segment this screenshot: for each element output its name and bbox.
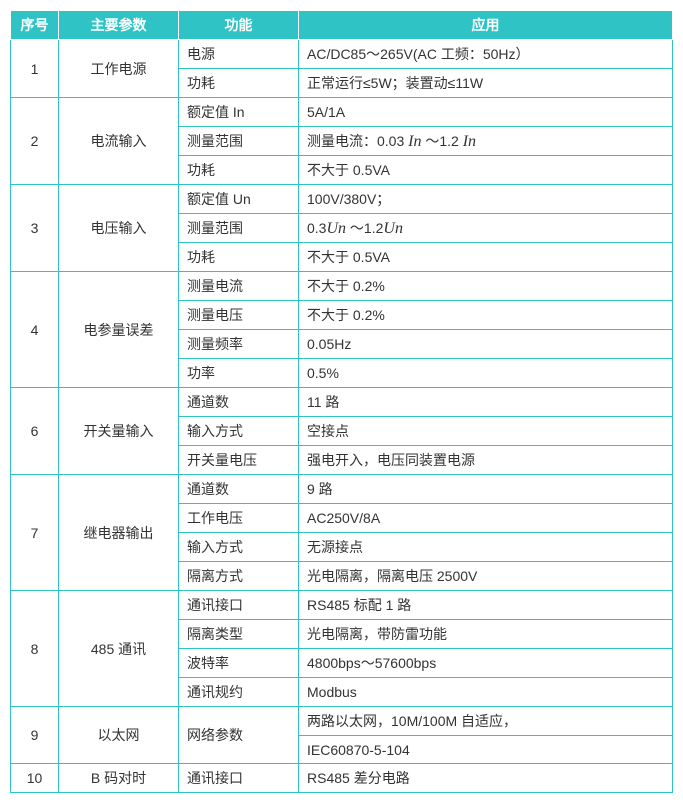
- func-cell: 输入方式: [179, 417, 299, 446]
- func-cell: 通讯接口: [179, 591, 299, 620]
- app-cell: RS485 标配 1 路: [299, 591, 673, 620]
- func-cell: 隔离方式: [179, 562, 299, 591]
- param-cell: B 码对时: [59, 764, 179, 793]
- app-cell: 光电隔离，隔离电压 2500V: [299, 562, 673, 591]
- table-row: 1工作电源电源AC/DC85～265V(AC 工频：50Hz）: [11, 40, 673, 69]
- func-cell: 通讯接口: [179, 764, 299, 793]
- app-cell: 正常运行≤5W；装置动≤11W: [299, 69, 673, 98]
- idx-cell: 7: [11, 475, 59, 591]
- table-row: 9以太网网络参数两路以太网，10M/100M 自适应，: [11, 707, 673, 736]
- func-cell: 开关量电压: [179, 446, 299, 475]
- app-cell: 0.3Un ～1.2Un: [299, 214, 673, 243]
- table-row: 10B 码对时通讯接口RS485 差分电路: [11, 764, 673, 793]
- param-cell: 485 通讯: [59, 591, 179, 707]
- func-cell: 输入方式: [179, 533, 299, 562]
- func-cell: 工作电压: [179, 504, 299, 533]
- func-cell: 波特率: [179, 649, 299, 678]
- param-cell: 以太网: [59, 707, 179, 764]
- app-cell: 不大于 0.2%: [299, 301, 673, 330]
- app-cell: 无源接点: [299, 533, 673, 562]
- app-cell: Modbus: [299, 678, 673, 707]
- app-cell: 100V/380V；: [299, 185, 673, 214]
- app-cell: 测量电流：0.03 In ～1.2 In: [299, 127, 673, 156]
- func-cell: 测量电压: [179, 301, 299, 330]
- func-cell: 隔离类型: [179, 620, 299, 649]
- table-body: 1工作电源电源AC/DC85～265V(AC 工频：50Hz）功耗正常运行≤5W…: [11, 40, 673, 793]
- idx-cell: 1: [11, 40, 59, 98]
- param-cell: 继电器输出: [59, 475, 179, 591]
- table-row: 4电参量误差测量电流不大于 0.2%: [11, 272, 673, 301]
- app-cell: 0.5%: [299, 359, 673, 388]
- func-cell: 通讯规约: [179, 678, 299, 707]
- param-cell: 工作电源: [59, 40, 179, 98]
- table-row: 2电流输入额定值 In5A/1A: [11, 98, 673, 127]
- param-cell: 电参量误差: [59, 272, 179, 388]
- func-cell: 功耗: [179, 156, 299, 185]
- idx-cell: 6: [11, 388, 59, 475]
- idx-cell: 9: [11, 707, 59, 764]
- param-cell: 电压输入: [59, 185, 179, 272]
- header-param: 主要参数: [59, 11, 179, 40]
- func-cell: 额定值 In: [179, 98, 299, 127]
- func-cell: 额定值 Un: [179, 185, 299, 214]
- app-cell: 光电隔离，带防雷功能: [299, 620, 673, 649]
- app-cell: 11 路: [299, 388, 673, 417]
- app-cell: 9 路: [299, 475, 673, 504]
- header-func: 功能: [179, 11, 299, 40]
- func-cell: 功耗: [179, 243, 299, 272]
- app-cell: AC250V/8A: [299, 504, 673, 533]
- app-cell: 0.05Hz: [299, 330, 673, 359]
- app-cell: 两路以太网，10M/100M 自适应，: [299, 707, 673, 736]
- header-idx: 序号: [11, 11, 59, 40]
- func-cell: 测量范围: [179, 127, 299, 156]
- idx-cell: 8: [11, 591, 59, 707]
- table-row: 6开关量输入通道数11 路: [11, 388, 673, 417]
- func-cell: 测量范围: [179, 214, 299, 243]
- table-row: 7继电器输出通道数9 路: [11, 475, 673, 504]
- idx-cell: 2: [11, 98, 59, 185]
- param-cell: 电流输入: [59, 98, 179, 185]
- app-cell: IEC60870-5-104: [299, 736, 673, 764]
- func-cell: 通道数: [179, 388, 299, 417]
- app-cell: 4800bps～57600bps: [299, 649, 673, 678]
- spec-table: 序号 主要参数 功能 应用 1工作电源电源AC/DC85～265V(AC 工频：…: [10, 10, 673, 793]
- app-cell: 不大于 0.2%: [299, 272, 673, 301]
- app-cell: 空接点: [299, 417, 673, 446]
- app-cell: 5A/1A: [299, 98, 673, 127]
- app-cell: 不大于 0.5VA: [299, 156, 673, 185]
- table-header-row: 序号 主要参数 功能 应用: [11, 11, 673, 40]
- table-row: 3电压输入额定值 Un100V/380V；: [11, 185, 673, 214]
- func-cell: 功耗: [179, 69, 299, 98]
- func-cell: 测量频率: [179, 330, 299, 359]
- app-cell: 不大于 0.5VA: [299, 243, 673, 272]
- func-cell: 通道数: [179, 475, 299, 504]
- table-row: 8485 通讯通讯接口RS485 标配 1 路: [11, 591, 673, 620]
- app-cell: AC/DC85～265V(AC 工频：50Hz）: [299, 40, 673, 69]
- idx-cell: 10: [11, 764, 59, 793]
- idx-cell: 4: [11, 272, 59, 388]
- idx-cell: 3: [11, 185, 59, 272]
- func-cell: 网络参数: [179, 707, 299, 764]
- func-cell: 功率: [179, 359, 299, 388]
- app-cell: 强电开入，电压同装置电源: [299, 446, 673, 475]
- func-cell: 测量电流: [179, 272, 299, 301]
- func-cell: 电源: [179, 40, 299, 69]
- app-cell: RS485 差分电路: [299, 764, 673, 793]
- param-cell: 开关量输入: [59, 388, 179, 475]
- header-app: 应用: [299, 11, 673, 40]
